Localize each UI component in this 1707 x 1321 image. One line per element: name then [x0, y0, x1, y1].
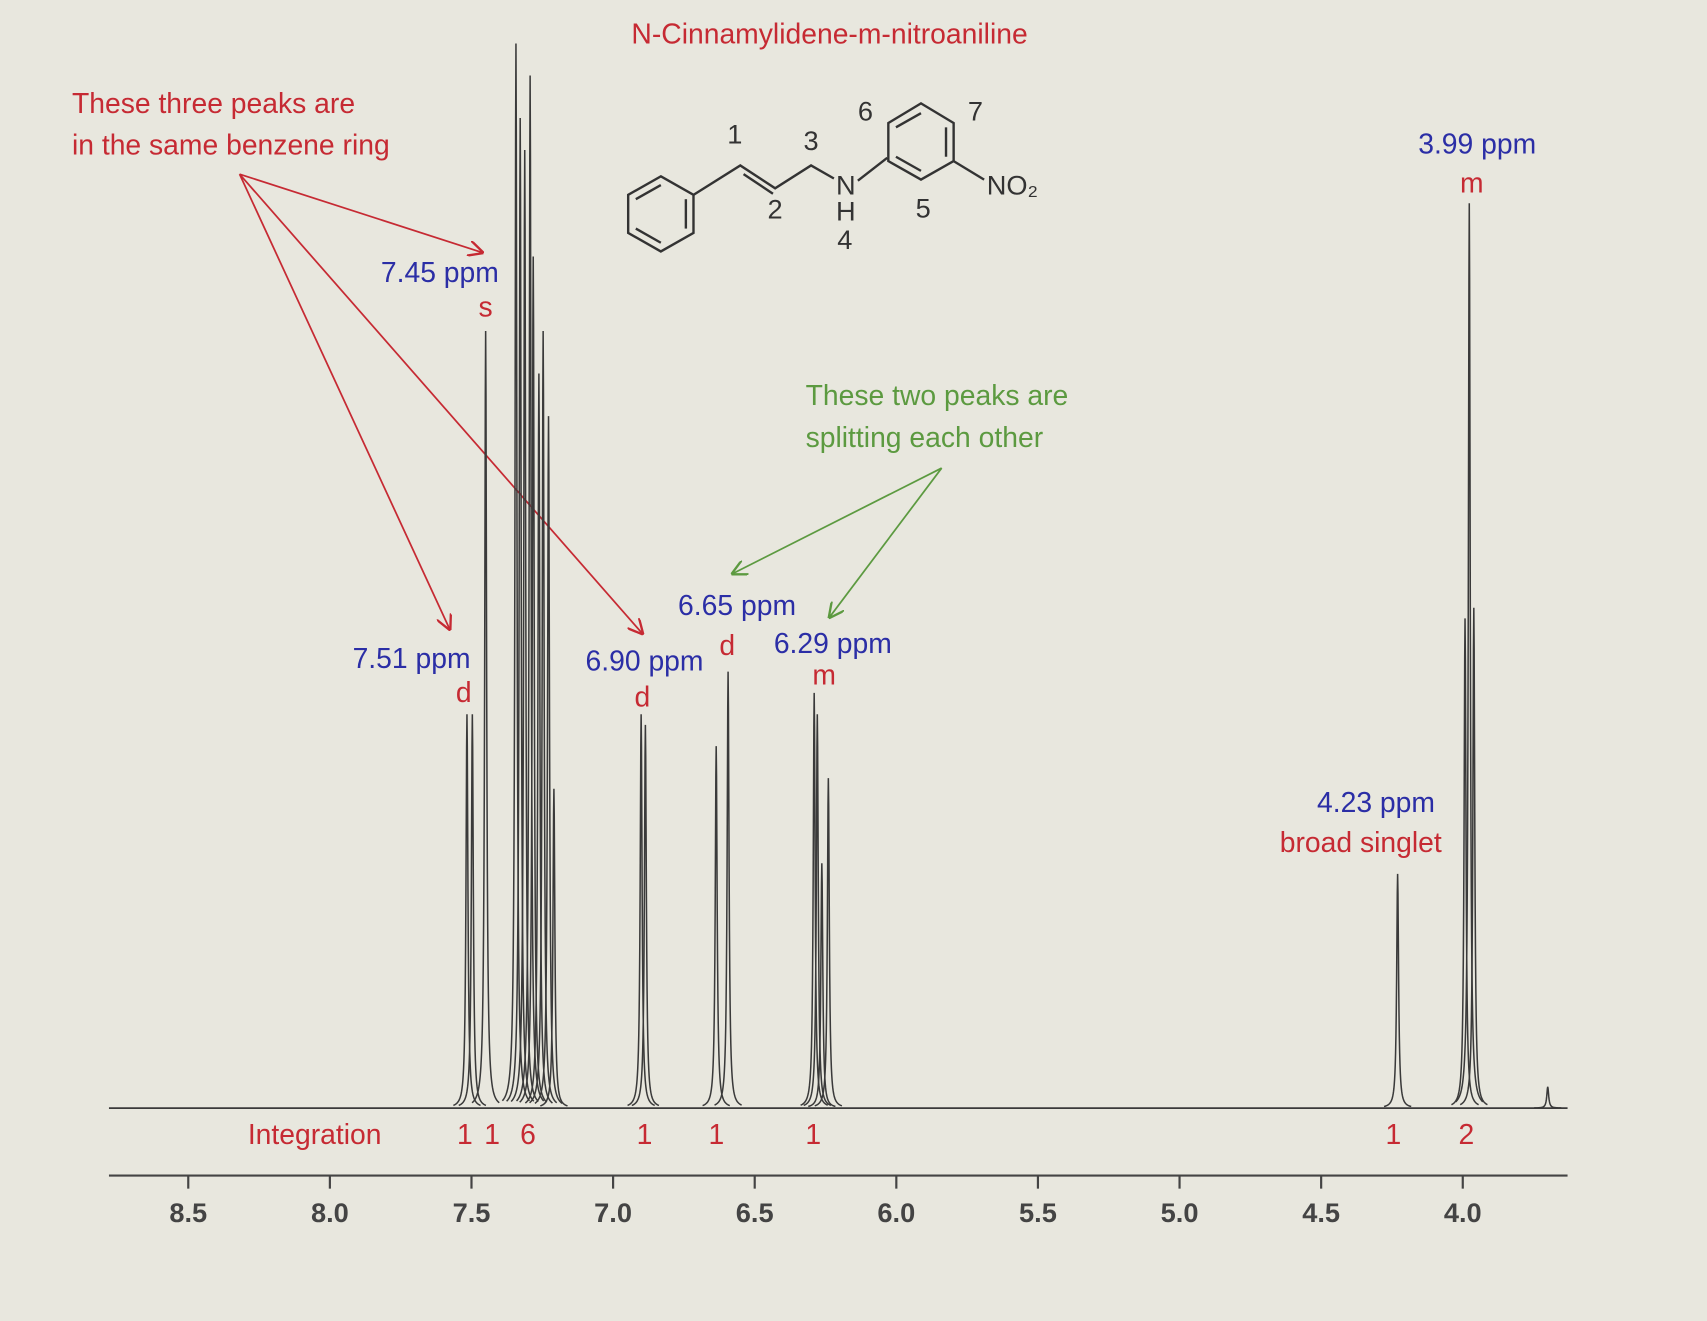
x-tick-label: 4.0 — [1444, 1197, 1482, 1228]
shift-label: 6.65 ppm — [678, 589, 796, 621]
note-arrows — [733, 467, 943, 617]
spectrum-line — [540, 788, 568, 1107]
note: splitting each other — [806, 421, 1044, 453]
integration-value: 1 — [1386, 1118, 1402, 1150]
spectrum-line — [1455, 203, 1484, 1103]
integration-value: 1 — [708, 1118, 724, 1150]
integration-value: 6 — [520, 1118, 536, 1150]
atom-label: N — [836, 169, 856, 200]
x-tick-label: 4.5 — [1302, 1197, 1340, 1228]
multiplicity: d — [634, 680, 650, 712]
multiplicity: d — [456, 676, 472, 708]
spectrum-line — [515, 75, 545, 1102]
spectrum-line — [529, 330, 558, 1104]
chart-title: N-Cinnamylidene-m-nitroaniline — [631, 17, 1027, 49]
spectrum-line — [627, 714, 656, 1107]
spectrum-line — [519, 256, 548, 1103]
spectrum-line — [800, 692, 829, 1106]
multiplicity: m — [1460, 167, 1484, 199]
note: These three peaks are — [72, 87, 355, 119]
integration-value: 1 — [484, 1118, 500, 1150]
x-tick-label: 5.0 — [1161, 1197, 1199, 1228]
group-label: NO₂ — [987, 169, 1038, 200]
x-tick-label: 7.0 — [594, 1197, 632, 1228]
position-label: 6 — [858, 95, 873, 126]
position-label: 1 — [727, 118, 742, 149]
shift-label: 4.23 ppm — [1317, 786, 1435, 818]
x-tick-label: 5.5 — [1019, 1197, 1057, 1228]
spectrum-line — [814, 778, 843, 1107]
structure — [626, 102, 985, 253]
position-label: 5 — [916, 192, 931, 223]
spectrum-line — [506, 118, 535, 1102]
position-label: 4 — [837, 224, 852, 255]
spectrum-line — [453, 714, 481, 1107]
spectrum-line — [1383, 873, 1412, 1108]
shift-label: 6.90 ppm — [586, 644, 704, 676]
multiplicity: d — [719, 629, 735, 661]
spectrum-line — [534, 416, 563, 1104]
multiplicity: broad singlet — [1280, 826, 1442, 858]
x-tick-label: 6.5 — [736, 1197, 774, 1228]
spectrum-line — [702, 746, 731, 1107]
integration-value: 2 — [1458, 1118, 1474, 1150]
note: in the same benzene ring — [72, 128, 390, 160]
spectrum-line — [510, 149, 539, 1103]
integration-value: 1 — [457, 1118, 473, 1150]
shift-label: 7.51 ppm — [353, 642, 471, 674]
x-tick-label: 6.0 — [877, 1197, 915, 1228]
atom-label: H — [836, 196, 856, 227]
spectrum-line — [1534, 1086, 1562, 1109]
integration-value: 1 — [805, 1118, 821, 1150]
note: These two peaks are — [806, 379, 1069, 411]
spectrum-line — [471, 330, 500, 1104]
note-arrows — [238, 173, 643, 633]
spectrum-line — [631, 724, 660, 1107]
position-label: 7 — [968, 95, 983, 126]
shift-label: 7.45 ppm — [381, 256, 499, 288]
spectrum-line — [714, 671, 742, 1106]
x-tick-label: 8.0 — [311, 1197, 349, 1228]
position-label: 3 — [803, 125, 818, 156]
spectrum-line — [808, 863, 836, 1108]
shift-label: 6.29 ppm — [774, 627, 892, 659]
integration-value: 1 — [637, 1118, 653, 1150]
x-tick-label: 8.5 — [169, 1197, 207, 1228]
shift-label: 3.99 ppm — [1418, 127, 1536, 159]
position-label: 2 — [768, 193, 783, 224]
integration-label: Integration — [248, 1118, 382, 1150]
multiplicity: m — [812, 659, 836, 691]
x-tick-label: 7.5 — [453, 1197, 491, 1228]
multiplicity: s — [479, 291, 493, 323]
